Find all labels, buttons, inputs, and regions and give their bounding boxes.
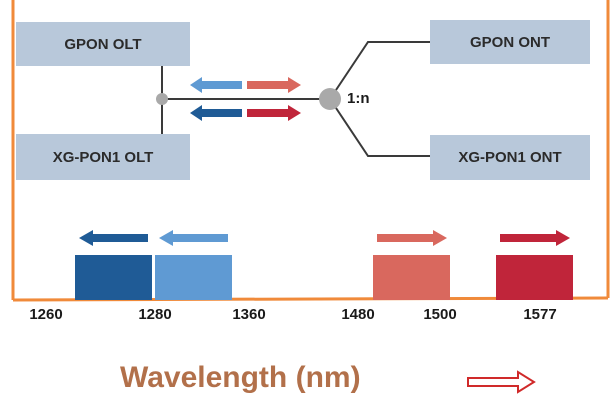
splitter-ratio-label: 1:n — [347, 90, 370, 107]
band-xgpon1-downstream — [496, 255, 573, 300]
tick-label: 1360 — [232, 306, 266, 323]
band-xgpon1-upstream — [75, 255, 152, 300]
xgpon1-downstream-arrow — [247, 105, 301, 121]
band-gpon-downstream — [373, 255, 450, 300]
olt-junction-node — [156, 93, 168, 105]
branch-to-gpon-ont — [329, 41, 430, 100]
xgpon1-upstream-arrow — [190, 105, 242, 121]
band-gpon-upstream — [155, 255, 232, 300]
tick-label: 1500 — [423, 306, 457, 323]
axis-title: Wavelength (nm) — [120, 361, 361, 394]
band-arrow-xgpon1-downstream — [500, 230, 570, 246]
gpon-downstream-arrow — [247, 77, 301, 93]
gpon-upstream-arrow — [190, 77, 242, 93]
branch-to-xgpon1-ont — [329, 98, 430, 157]
band-arrow-gpon-upstream — [159, 230, 228, 246]
xgpon1-ont-box: XG-PON1 ONT — [430, 135, 590, 180]
band-arrow-gpon-downstream — [377, 230, 447, 246]
hollow-arrow-right-icon — [467, 370, 536, 394]
tick-label: 1260 — [29, 306, 63, 323]
tick-label: 1480 — [341, 306, 375, 323]
splitter-node — [319, 88, 341, 110]
gpon-olt-box: GPON OLT — [16, 22, 190, 66]
band-arrow-xgpon1-upstream — [79, 230, 148, 246]
tick-label: 1577 — [523, 306, 557, 323]
xgpon1-olt-box: XG-PON1 OLT — [16, 134, 190, 180]
gpon-ont-box: GPON ONT — [430, 20, 590, 64]
tick-label: 1280 — [138, 306, 172, 323]
